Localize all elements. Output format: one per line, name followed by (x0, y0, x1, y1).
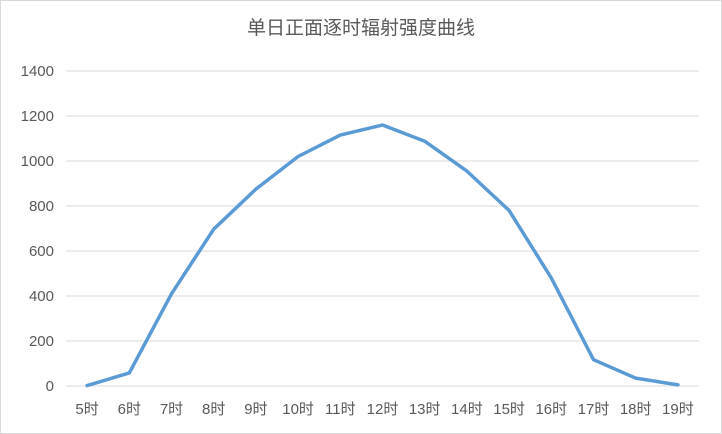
x-tick-label: 8时 (202, 401, 225, 418)
data-point (170, 292, 173, 296)
x-tick-label: 10时 (282, 401, 314, 418)
y-tick-label: 1000 (21, 153, 54, 170)
y-axis-tick-labels: 0 200 400 600 800 1000 1200 1400 (21, 63, 54, 395)
x-tick-label: 13时 (409, 401, 441, 418)
y-tick-label: 800 (29, 198, 54, 215)
x-tick-label: 6时 (118, 401, 141, 418)
x-axis-tick-labels: 5时 6时 7时 8时 9时 10时 11时 12时 13时 14时 15时 16时 17时 18时 19时 (75, 401, 693, 418)
x-tick-label: 9时 (244, 401, 267, 418)
y-tick-label: 1400 (21, 63, 54, 80)
x-tick-label: 18时 (620, 401, 652, 418)
data-point (381, 123, 384, 127)
x-tick-label: 5时 (75, 401, 98, 418)
data-point (127, 371, 131, 375)
data-point (634, 376, 638, 380)
data-point (676, 383, 680, 387)
x-tick-label: 11时 (325, 401, 356, 418)
data-point (85, 384, 89, 388)
x-tick-label: 19时 (662, 401, 694, 418)
y-tick-label: 600 (29, 243, 54, 260)
data-point (549, 276, 553, 280)
x-tick-label: 14时 (451, 401, 483, 418)
x-tick-label: 16时 (535, 401, 567, 418)
x-tick-label: 7时 (160, 401, 183, 418)
data-point (465, 169, 469, 173)
y-tick-label: 0 (46, 378, 54, 395)
data-point (592, 358, 595, 362)
x-tick-label: 17时 (578, 401, 610, 418)
data-point (507, 209, 511, 212)
y-tick-label: 400 (29, 288, 54, 305)
x-tick-label: 15时 (493, 401, 525, 418)
data-point (296, 155, 300, 158)
series-layer (85, 123, 680, 388)
y-tick-label: 1200 (21, 108, 54, 125)
gridlines (66, 70, 699, 387)
y-tick-label: 200 (29, 333, 54, 350)
data-point (338, 133, 342, 137)
data-point (423, 139, 427, 143)
series-line (85, 123, 680, 388)
data-point (212, 227, 216, 231)
x-tick-label: 12时 (367, 401, 399, 418)
data-point (254, 187, 258, 191)
chart-title: 单日正面逐时辐射强度曲线 (246, 17, 475, 39)
